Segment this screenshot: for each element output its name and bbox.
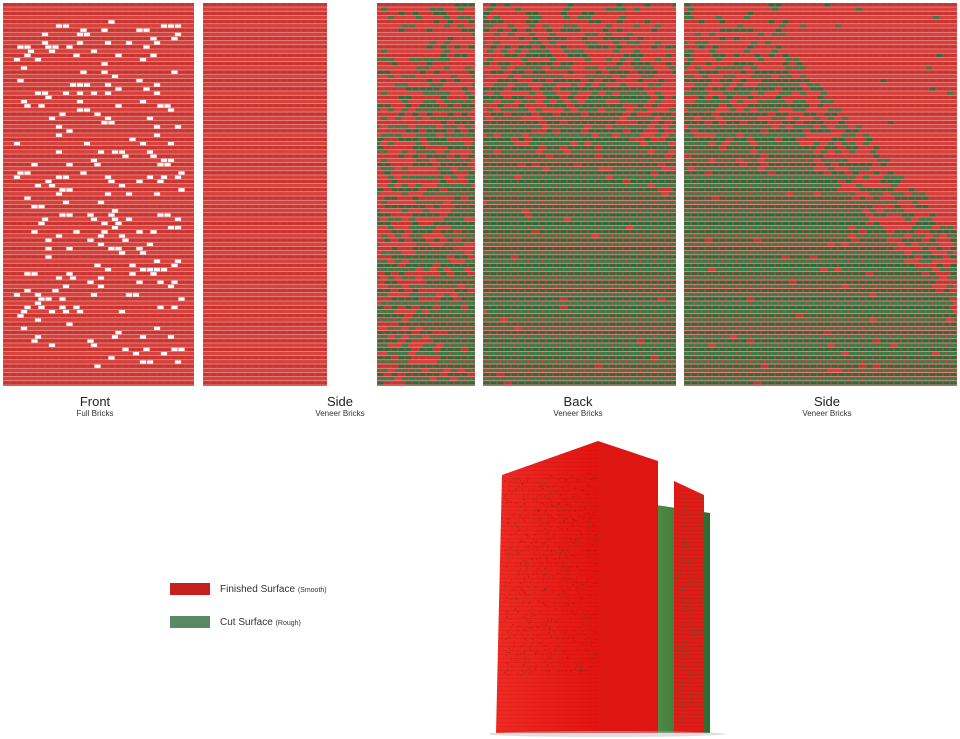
- caption-back-subtitle: Veneer Bricks: [553, 409, 603, 418]
- caption-side: Side Veneer Bricks: [275, 394, 405, 419]
- elevation-side-mixed-panel: [377, 3, 475, 386]
- elevation-side-right-panel: [684, 3, 957, 386]
- model-side-face: [598, 441, 658, 733]
- legend-cut-swatch: [170, 616, 210, 628]
- brick-pattern-side-right: [684, 3, 957, 386]
- brick-tower-3d-model: [490, 441, 725, 737]
- legend-finished-swatch: [170, 583, 210, 595]
- caption-back: Back Veneer Bricks: [513, 394, 643, 419]
- legend-cut-label: Cut Surface (Rough): [220, 617, 301, 628]
- caption-front-title: Front: [79, 394, 111, 409]
- elevation-back-panel: [483, 3, 676, 386]
- caption-side-title: Side: [326, 394, 354, 409]
- caption-back-title: Back: [563, 394, 593, 409]
- model-speckle-texture: [504, 475, 704, 725]
- legend-finished: Finished Surface (Smooth): [170, 583, 327, 595]
- caption-side-right: Side Veneer Bricks: [762, 394, 892, 419]
- legend-cut-text: Cut Surface: [220, 616, 273, 628]
- legend-finished-note: (Smooth): [297, 586, 327, 594]
- elevation-side-panel: [203, 3, 327, 386]
- legend-finished-text: Finished Surface: [220, 583, 296, 595]
- brick-pattern-side: [203, 3, 327, 386]
- brick-pattern-front: [3, 3, 194, 386]
- elevation-front-panel: [3, 3, 194, 386]
- legend-cut: Cut Surface (Rough): [170, 616, 301, 628]
- brick-pattern-side-mixed: [377, 3, 475, 386]
- caption-side-right-title: Side: [813, 394, 841, 409]
- caption-side-subtitle: Veneer Bricks: [315, 409, 365, 418]
- legend-finished-label: Finished Surface (Smooth): [220, 584, 327, 595]
- caption-side-right-subtitle: Veneer Bricks: [802, 409, 852, 418]
- legend-cut-note: (Rough): [275, 619, 301, 627]
- caption-front-subtitle: Full Bricks: [76, 409, 114, 418]
- caption-front: Front Full Bricks: [30, 394, 160, 419]
- brick-pattern-back: [483, 3, 676, 386]
